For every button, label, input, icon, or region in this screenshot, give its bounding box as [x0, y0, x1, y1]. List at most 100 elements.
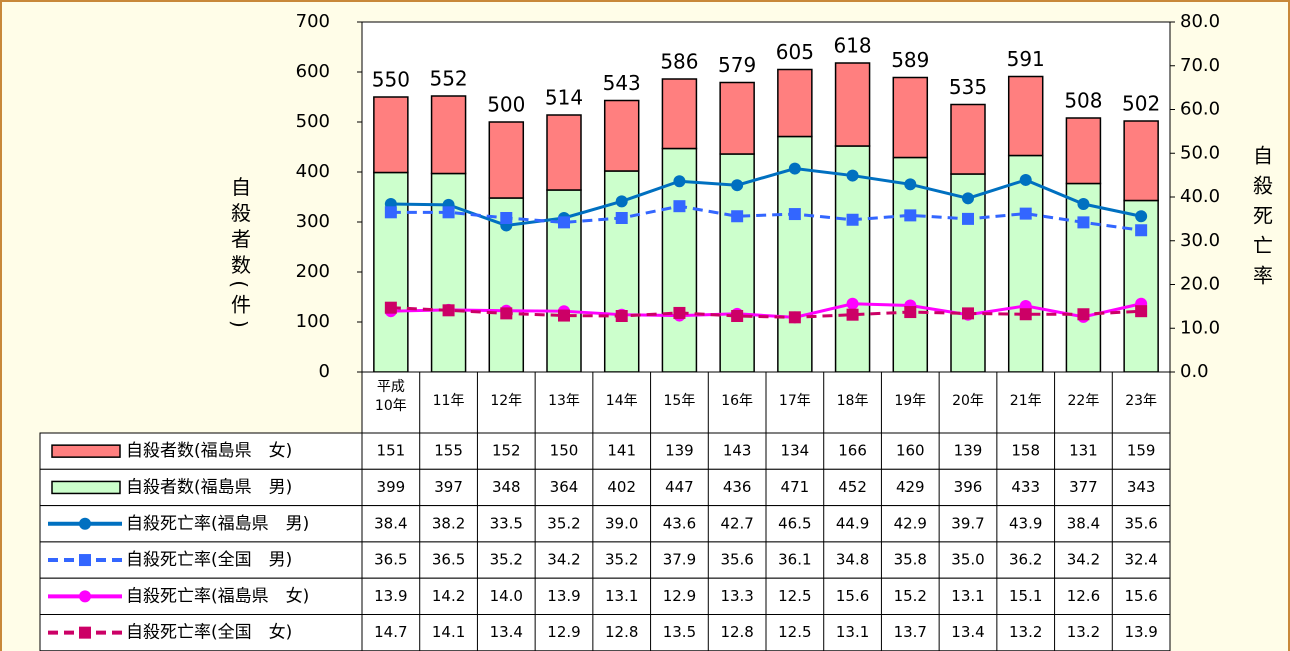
table-value: 433 [1011, 478, 1040, 496]
line-marker [615, 310, 628, 322]
legend-label: 自殺死亡率(福島県 男) [126, 514, 309, 534]
table-value: 12.5 [778, 623, 811, 641]
table-value: 36.5 [374, 551, 407, 569]
line-marker [1135, 224, 1148, 237]
line-marker [673, 306, 686, 319]
line-marker [846, 213, 859, 226]
line-marker [904, 178, 917, 191]
table-value: 13.1 [836, 623, 869, 641]
table-value: 34.2 [1067, 551, 1100, 569]
legend-marker [79, 554, 91, 567]
total-label: 579 [718, 53, 756, 77]
line-marker [558, 216, 570, 229]
y2-tick-label: 60.0 [1180, 99, 1220, 120]
table-value: 14.2 [432, 587, 465, 605]
table-value: 396 [954, 478, 983, 496]
line-marker [1077, 216, 1090, 229]
y-tick-label: 0 [319, 361, 330, 382]
table-value: 39.7 [951, 514, 984, 532]
bar [1123, 120, 1159, 202]
table-value: 13.7 [894, 623, 927, 641]
x-tick-label: 18年 [836, 393, 869, 409]
total-label: 543 [603, 71, 641, 95]
table-value: 447 [665, 478, 694, 496]
line-marker [384, 301, 397, 314]
table-value: 139 [954, 442, 983, 460]
table-value: 35.6 [1124, 514, 1157, 532]
table-value: 12.6 [1067, 587, 1100, 605]
line-marker [673, 200, 686, 213]
y-axis-title: 自殺者数(件) [228, 176, 252, 334]
table-value: 150 [550, 442, 579, 460]
line-marker [962, 192, 974, 205]
table-value: 134 [781, 442, 810, 460]
table-value: 402 [607, 478, 636, 496]
line-marker [1019, 207, 1032, 220]
x-tick-label: 17年 [778, 393, 811, 409]
line-marker [442, 206, 455, 219]
table-value: 15.6 [836, 587, 869, 605]
line-marker [558, 309, 570, 322]
line-marker [1077, 198, 1090, 210]
line-marker [615, 195, 628, 208]
line-marker [731, 310, 744, 322]
total-label: 508 [1064, 89, 1102, 113]
line-marker [904, 209, 917, 222]
y2-tick-label: 40.0 [1180, 186, 1220, 207]
line-marker [904, 306, 917, 319]
total-label: 502 [1122, 92, 1160, 116]
table-row [39, 432, 1171, 470]
table-value: 343 [1127, 478, 1156, 496]
table-value: 35.6 [720, 551, 753, 569]
y2-tick-label: 20.0 [1180, 274, 1220, 295]
total-label: 586 [660, 50, 698, 74]
total-label: 500 [487, 93, 525, 117]
table-row [39, 541, 1171, 579]
table-row [39, 614, 1171, 651]
table-value: 36.2 [1009, 551, 1042, 569]
line-marker [846, 308, 859, 321]
line-marker [788, 162, 801, 175]
line-marker [615, 212, 628, 224]
table-value: 12.5 [778, 587, 811, 605]
legend-label: 自殺死亡率(福島県 女) [126, 586, 309, 606]
bar [603, 99, 640, 172]
x-tick-label: 16年 [721, 393, 754, 409]
total-label: 591 [1007, 47, 1045, 71]
table-value: 13.2 [1067, 623, 1100, 641]
table-value: 13.4 [951, 623, 984, 641]
table-value: 377 [1069, 478, 1098, 496]
table-row [39, 577, 1171, 616]
legend-swatch [51, 444, 121, 458]
table-value: 35.0 [951, 551, 984, 569]
table-value: 13.3 [720, 587, 753, 605]
table-value: 397 [434, 478, 463, 496]
table-value: 44.9 [836, 514, 869, 532]
table-value: 36.1 [778, 551, 811, 569]
line-marker [962, 307, 974, 320]
table-value: 452 [838, 478, 867, 496]
bar [950, 103, 986, 175]
legend-marker [79, 517, 91, 530]
y2-axis-title: 自殺死亡率 [1250, 145, 1274, 295]
y-tick-label: 500 [296, 111, 330, 132]
table-value: 38.4 [374, 514, 407, 532]
legend-marker [79, 626, 91, 639]
legend-marker [79, 590, 91, 603]
line-marker [1135, 210, 1148, 223]
table-value: 155 [434, 442, 463, 460]
table-value: 35.2 [547, 514, 580, 532]
legend-label: 自殺者数(福島県 女) [126, 441, 292, 461]
line-marker [731, 210, 744, 223]
total-label: 589 [891, 48, 929, 72]
table-value: 12.8 [605, 623, 638, 641]
x-tick-label: 14年 [605, 393, 638, 409]
bar [661, 78, 698, 150]
table-value: 139 [665, 442, 694, 460]
y2-tick-label: 70.0 [1180, 55, 1220, 76]
bar [834, 62, 871, 147]
line-marker [673, 175, 686, 188]
legend-label: 自殺死亡率(全国 女) [126, 623, 292, 643]
